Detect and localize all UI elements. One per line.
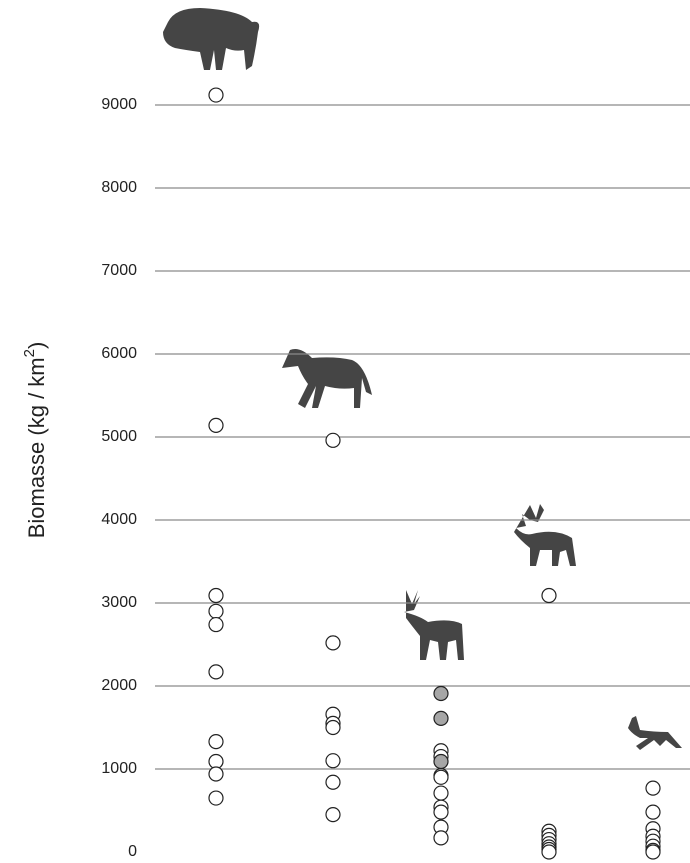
y-tick-label: 5000: [101, 428, 137, 445]
data-point: [208, 417, 224, 433]
data-point: [433, 769, 449, 785]
y-tick-label: 8000: [101, 179, 137, 196]
data-point: [325, 635, 341, 651]
y-tick-label: 7000: [101, 262, 137, 279]
y-tick-label: 4000: [101, 511, 137, 528]
data-point: [208, 766, 224, 782]
data-point: [208, 616, 224, 633]
y-tick-label: 0: [128, 843, 137, 860]
data-point: [645, 804, 661, 820]
data-point: [208, 587, 224, 604]
data-point: [541, 844, 557, 860]
y-tick-label: 2000: [101, 677, 137, 694]
data-point: [325, 432, 341, 448]
data-point: [208, 87, 224, 103]
data-point: [208, 664, 224, 680]
data-point: [433, 804, 449, 820]
data-point: [325, 807, 341, 823]
y-axis-label-text: Biomasse (kg / km: [24, 357, 49, 538]
y-axis-label-sup: 2: [21, 349, 38, 357]
data-point: [541, 587, 557, 604]
y-axis-label: Biomasse (kg / km2): [21, 342, 49, 539]
data-point: [433, 785, 449, 801]
reindeer-icon: [514, 504, 576, 566]
data-point: [208, 734, 224, 750]
y-tick-label: 9000: [101, 96, 137, 113]
y-axis-label-end: ): [24, 342, 49, 349]
data-point: [433, 753, 449, 770]
data-point: [208, 790, 224, 806]
data-point: [645, 844, 661, 860]
data-point: [325, 774, 341, 790]
roe-deer-icon: [628, 716, 682, 750]
data-point: [433, 830, 449, 846]
y-tick-label: 6000: [101, 345, 137, 362]
data-point: [433, 710, 449, 726]
horse-icon: [282, 349, 372, 408]
bison-icon: [163, 8, 260, 70]
data-point: [325, 753, 341, 769]
red-deer-icon: [404, 590, 464, 660]
data-point: [645, 780, 661, 796]
data-point: [325, 719, 341, 736]
data-point: [433, 685, 449, 702]
y-tick-label: 1000: [101, 760, 137, 777]
data-point: [208, 603, 224, 619]
y-tick-label: 3000: [101, 594, 137, 611]
